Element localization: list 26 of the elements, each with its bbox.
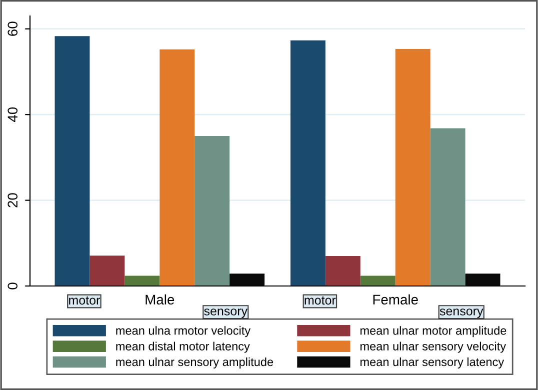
text: sensory (204, 308, 248, 318)
bar (124, 276, 160, 286)
y-tick-label: 60 (8, 22, 18, 36)
bar (160, 49, 195, 286)
legend-label: mean ulnar motor amplitude (360, 326, 506, 338)
x-tick-label: Male (146, 294, 174, 305)
bar (194, 136, 230, 286)
text: motor (304, 296, 336, 305)
bar (90, 256, 125, 286)
legend-label: mean ulna rmotor velocity (116, 326, 251, 338)
bar (430, 128, 466, 286)
text: motor (69, 296, 100, 305)
bar (290, 40, 326, 286)
legend-label: mean ulnar sensory latency (360, 357, 504, 368)
y-tick-label: 40 (8, 107, 18, 122)
text: sensory (440, 308, 484, 318)
x-tick-label: Female (373, 294, 418, 305)
legend-label: mean distal motor latency (116, 342, 250, 353)
bar (395, 49, 430, 286)
y-tick-label: 0 (8, 282, 18, 290)
y-tick-label: 20 (8, 193, 18, 208)
bar (325, 256, 360, 286)
bar (360, 276, 396, 286)
legend-label: mean ulnar sensory velocity (360, 342, 506, 353)
legend-label: mean ulnar sensory amplitude (116, 357, 274, 368)
bar (54, 36, 90, 286)
